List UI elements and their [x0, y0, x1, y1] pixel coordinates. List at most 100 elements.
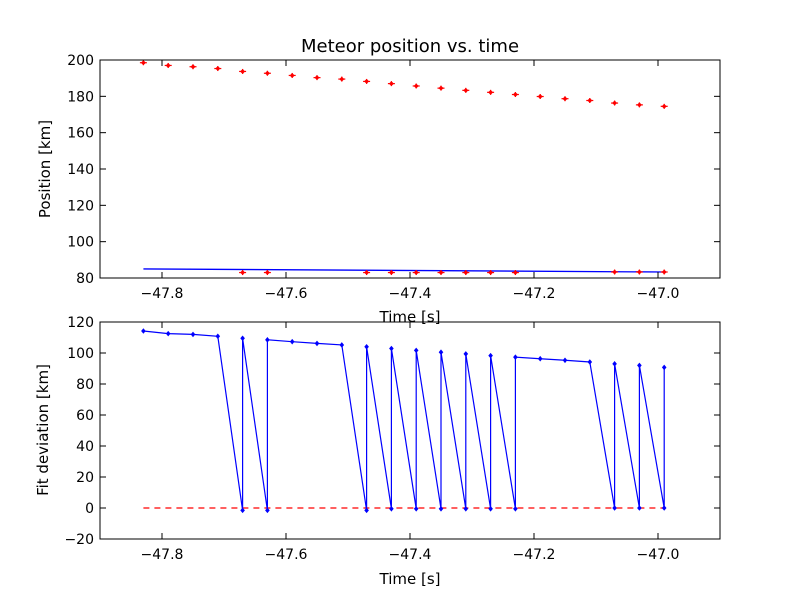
x-tick-label: −47.8 [141, 286, 184, 302]
data-point [612, 361, 617, 367]
data-point [413, 505, 419, 512]
position-chart: Meteor position vs. time −47.8 −47.6 −47.4… [36, 36, 721, 326]
x-tick-label: −47.4 [389, 547, 432, 563]
data-point [387, 270, 395, 276]
x-tick-label: −47.4 [389, 286, 432, 302]
data-point [536, 94, 544, 100]
deviation-line [143, 330, 665, 511]
data-point [364, 344, 369, 350]
x-axis-label: Time [s] [379, 570, 441, 588]
x-tick-label: −47.0 [637, 286, 680, 302]
data-point [635, 269, 643, 275]
data-point [265, 507, 270, 514]
data-point [488, 352, 493, 359]
data-point [586, 98, 594, 104]
data-point [263, 70, 271, 76]
data-point [587, 359, 593, 365]
data-point [314, 340, 320, 347]
data-point [164, 62, 172, 68]
data-point [412, 270, 420, 276]
data-point [389, 345, 394, 352]
data-point [165, 330, 171, 337]
data-point [660, 269, 668, 275]
data-point [637, 505, 642, 511]
y-tick-label: 100 [67, 346, 94, 362]
data-point [488, 505, 493, 512]
data-point [637, 362, 642, 369]
data-point [660, 103, 668, 109]
y-tick-label: 120 [67, 198, 94, 214]
data-point [612, 505, 617, 511]
x-tick-label: −47.6 [265, 547, 308, 563]
x-tick-label: −47.2 [513, 286, 556, 302]
data-point [487, 89, 495, 95]
data-point [139, 60, 147, 66]
data-point [363, 78, 371, 84]
data-point [364, 507, 369, 514]
x-tick-label: −47.0 [637, 547, 680, 563]
y-tick-label: 180 [67, 89, 94, 105]
data-point [215, 333, 221, 340]
data-point [289, 338, 295, 345]
y-tick-label: 80 [76, 271, 94, 287]
data-point [412, 83, 420, 89]
data-point [511, 92, 519, 98]
y-tick-label: 40 [76, 439, 94, 455]
fit-line [143, 268, 665, 273]
y-axis-label: Position [km] [36, 120, 54, 218]
data-point [263, 270, 271, 276]
x-tick-label: −47.2 [513, 547, 556, 563]
x-tick-label: −47.6 [265, 286, 308, 302]
data-point [189, 64, 197, 70]
y-tick-label: 100 [67, 235, 94, 251]
data-point [487, 270, 495, 276]
data-point [462, 270, 470, 276]
data-point [611, 269, 619, 275]
data-point [240, 507, 245, 514]
data-point [239, 270, 247, 276]
data-point [635, 102, 643, 108]
data-point [214, 66, 222, 72]
data-point [338, 76, 346, 82]
data-point [511, 270, 519, 276]
data-point [463, 351, 469, 357]
data-point [561, 96, 569, 102]
data-point [141, 328, 146, 334]
y-axis-label: Fit deviation [km] [34, 364, 52, 496]
data-point [265, 337, 270, 343]
y-tick-label: 120 [67, 315, 94, 331]
data-point [288, 72, 296, 78]
x-tick-label: −47.8 [141, 547, 184, 563]
y-tick-label: 60 [76, 408, 94, 424]
y-tick-label: 0 [85, 501, 94, 517]
data-point [513, 354, 518, 360]
data-point [413, 347, 419, 354]
data-point [389, 505, 394, 512]
y-tick-label: 20 [76, 470, 94, 486]
data-point [462, 87, 470, 93]
data-point [437, 270, 445, 276]
data-point [661, 505, 667, 511]
y-tick-label: 140 [67, 162, 94, 178]
deviation-chart: −47.8 −47.6 −47.4 −47.2 −47.0 −20 0 20 40 60 80 100… [34, 315, 721, 588]
data-point [313, 75, 321, 81]
data-point [363, 270, 371, 276]
y-tick-label: 160 [67, 126, 94, 142]
data-point [387, 81, 395, 87]
data-point [190, 331, 196, 338]
data-point [437, 85, 445, 91]
data-point [661, 364, 667, 371]
data-point [339, 342, 345, 348]
data-point [513, 505, 518, 512]
data-point [239, 68, 247, 74]
data-point [537, 355, 543, 362]
data-point [611, 100, 619, 106]
chart-title: Meteor position vs. time [301, 36, 519, 57]
y-tick-label: 200 [67, 53, 94, 69]
y-tick-label: −20 [64, 532, 94, 548]
data-point [438, 349, 444, 356]
data-point [240, 335, 245, 342]
data-point [438, 505, 444, 512]
y-tick-label: 80 [76, 377, 94, 393]
